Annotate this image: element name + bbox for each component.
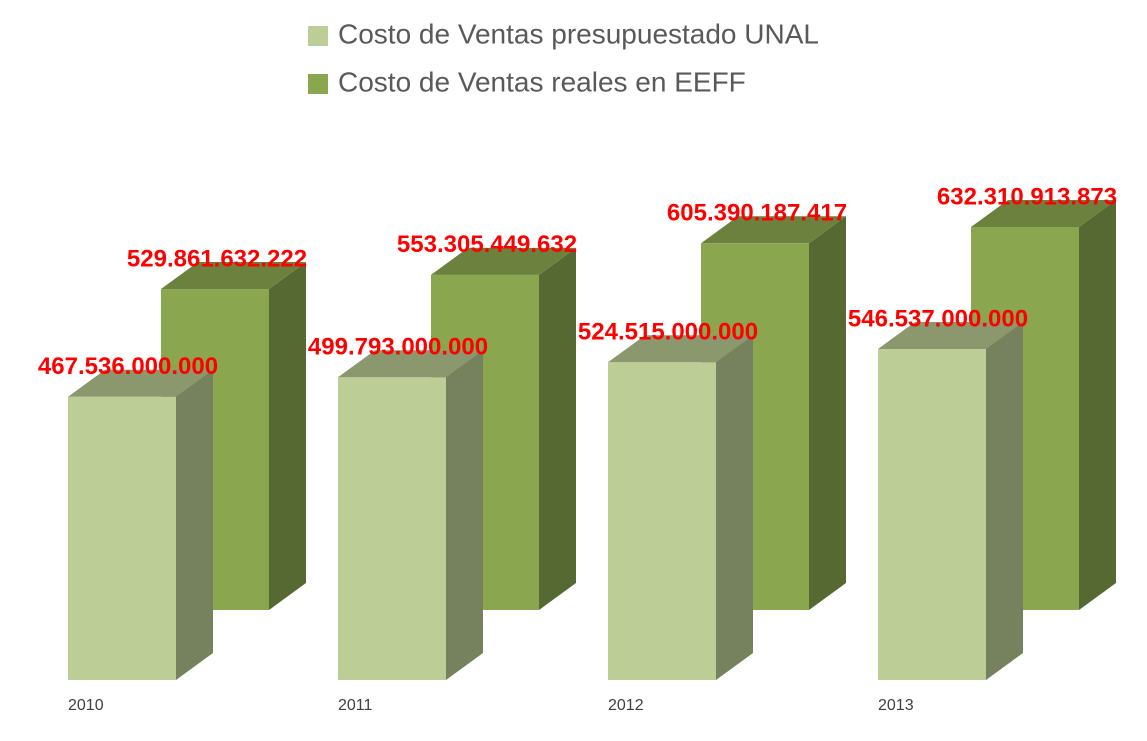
x-tick-label: 2013 [878, 697, 914, 714]
bar [878, 321, 1023, 680]
bar-side [986, 321, 1023, 680]
bar-front [878, 348, 986, 680]
value-label: 632.310.913.873 [937, 183, 1117, 210]
bar [338, 350, 483, 680]
value-label: 553.305.449.632 [397, 231, 577, 258]
bar-front [338, 377, 446, 680]
bar-side [539, 247, 576, 610]
legend-label: Costo de Ventas presupuestado UNAL [338, 18, 819, 49]
value-label: 605.390.187.417 [667, 200, 847, 227]
legend-swatch [308, 26, 328, 46]
bar-top [161, 262, 306, 290]
bar-top [878, 321, 1023, 349]
value-label: 546.537.000.000 [848, 305, 1028, 332]
value-label: 529.861.632.222 [127, 245, 307, 272]
legend-label: Costo de Ventas reales en EEFF [338, 66, 746, 97]
bar-top [68, 369, 213, 397]
value-label: 467.536.000.000 [38, 353, 218, 380]
bar-side [809, 216, 846, 610]
bar-front [608, 362, 716, 680]
bar-side [176, 369, 213, 680]
bar-side [446, 350, 483, 680]
x-tick-label: 2010 [68, 697, 104, 714]
bar-top [431, 247, 576, 275]
bar-top [701, 216, 846, 244]
bar [608, 335, 753, 680]
bar [431, 247, 576, 610]
bar [68, 369, 213, 680]
bar-top [608, 335, 753, 363]
bar-top [971, 200, 1116, 227]
value-label: 499.793.000.000 [308, 334, 488, 361]
x-tick-label: 2012 [608, 697, 644, 714]
bar-side [1079, 200, 1116, 610]
value-label: 524.515.000.000 [578, 319, 758, 346]
bar-side [716, 335, 753, 680]
bar-top [338, 350, 483, 378]
bar-side [269, 262, 306, 610]
x-tick-label: 2011 [338, 697, 373, 714]
legend-swatch [308, 74, 328, 94]
bar-front [68, 396, 176, 680]
